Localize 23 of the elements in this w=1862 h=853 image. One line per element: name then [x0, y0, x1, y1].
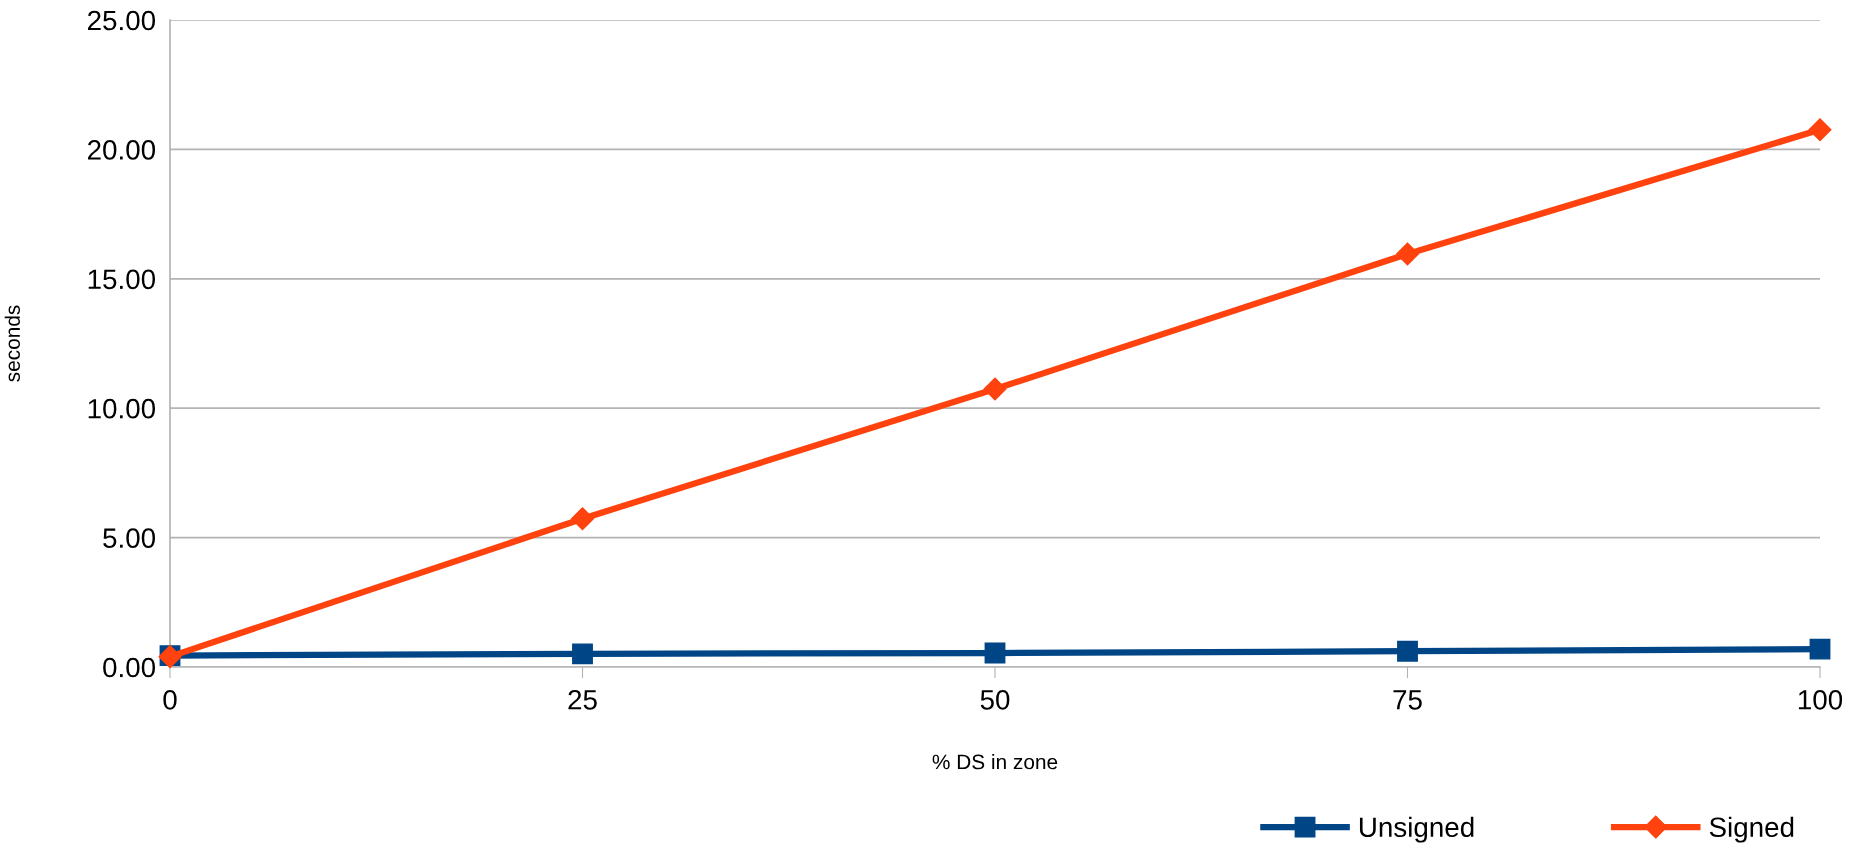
point: [984, 642, 1006, 664]
y-tick-label: 25.00: [88, 10, 156, 31]
x-tick-label: 75: [1393, 690, 1422, 710]
y-tick-label: 10.00: [88, 398, 156, 419]
y-tick-label: 15.00: [88, 269, 156, 290]
point: [1396, 242, 1419, 266]
point: [1808, 118, 1832, 142]
point: [572, 643, 593, 665]
x-tick-label: 25: [568, 689, 597, 710]
x-axis-title: % DS in zone: [932, 754, 1058, 770]
y-tick-label: 5.00: [103, 528, 156, 548]
x-tick-label: 100: [1798, 689, 1843, 710]
y-axis-title: seconds: [4, 305, 20, 382]
y-tick-label: 20.00: [88, 140, 156, 160]
point: [983, 377, 1007, 401]
legend-label: Signed: [1709, 816, 1794, 843]
y-tick-label: 0.00: [103, 657, 156, 678]
x-tick-label: 0: [163, 689, 177, 710]
point: [1397, 640, 1418, 662]
point: [571, 507, 594, 531]
point: [1809, 638, 1831, 660]
legend-label: Unsigned: [1359, 816, 1474, 843]
x-tick-label: 50: [980, 689, 1010, 710]
